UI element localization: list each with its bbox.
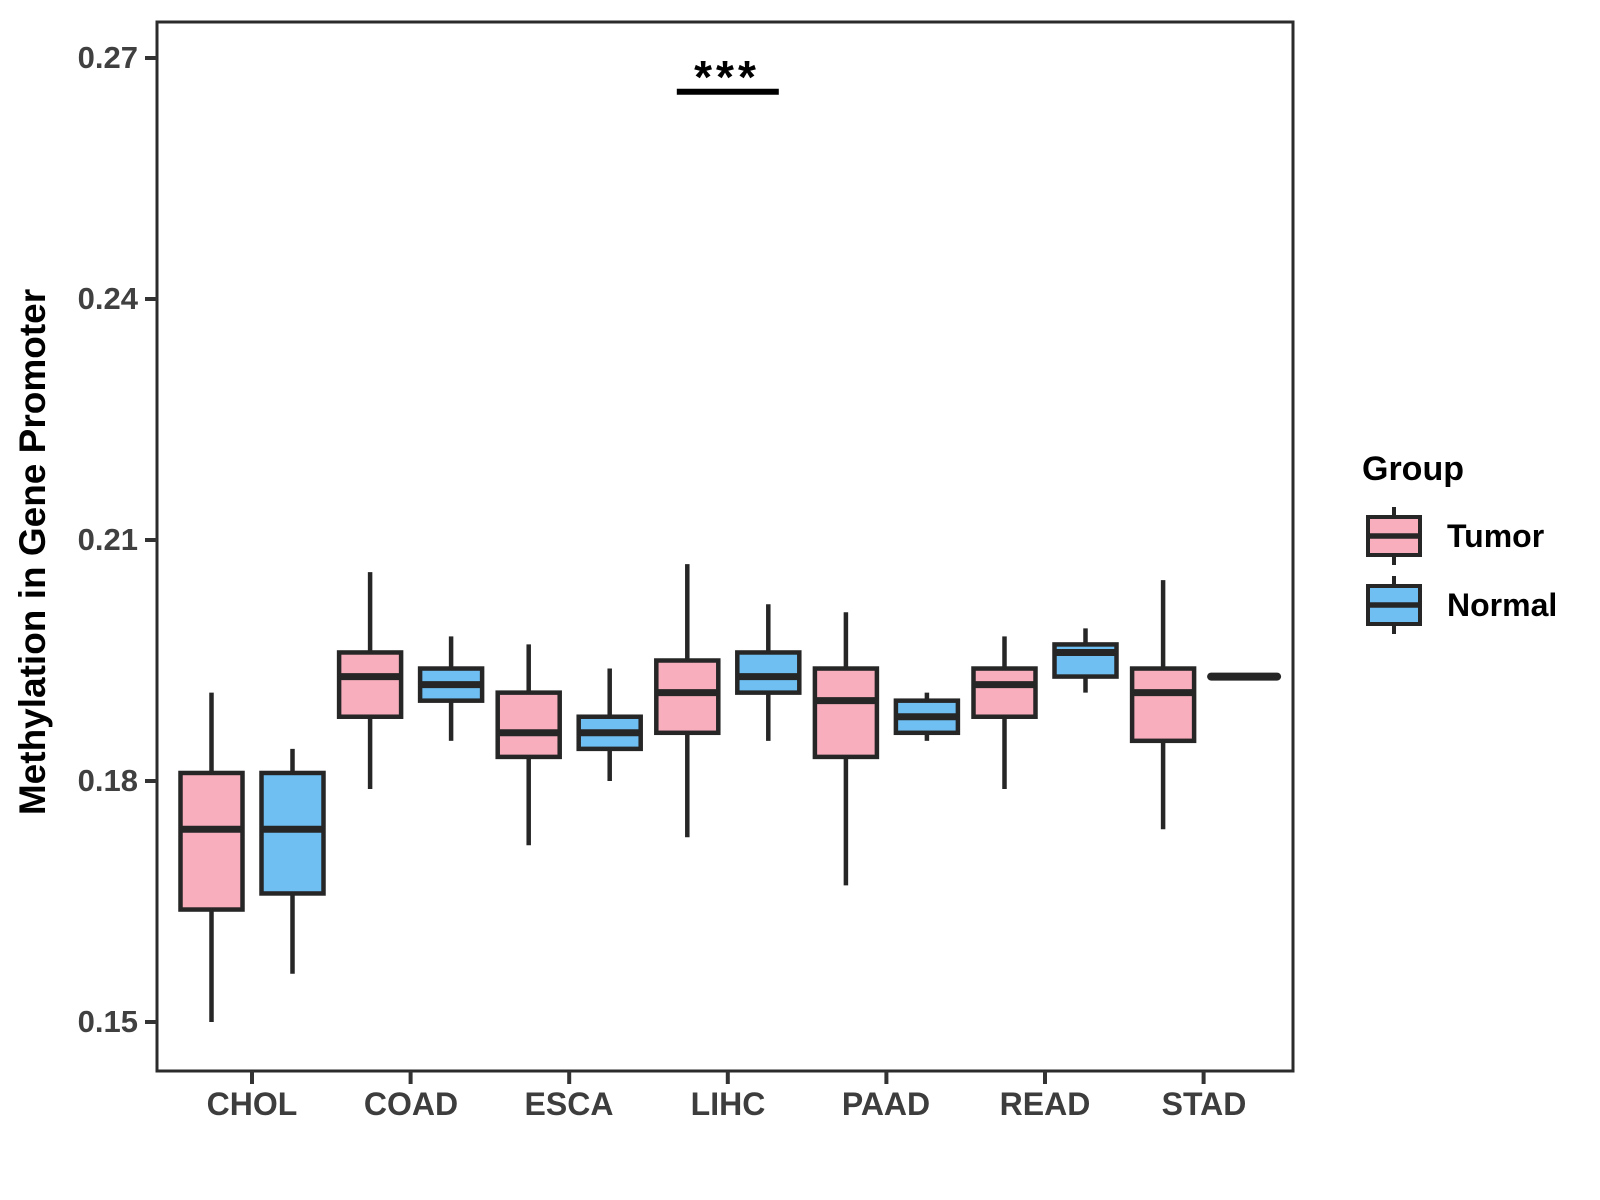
iqr-box [259, 770, 326, 896]
x-tick-label-esca: ESCA [524, 1086, 614, 1122]
box-normal-chol [259, 748, 326, 974]
panel-border [155, 20, 1295, 1073]
box-tumor-stad [1129, 580, 1197, 830]
box-tumor-coad [336, 572, 404, 790]
x-tick-label-chol: CHOL [206, 1086, 298, 1122]
x-tick-label-lihc: LIHC [690, 1086, 766, 1122]
box-tumor-read [971, 636, 1038, 790]
iqr-box [336, 650, 404, 719]
x-tick-label-stad: STAD [1161, 1086, 1247, 1122]
iqr-box [735, 650, 802, 695]
box-normal-coad [417, 636, 485, 741]
box-tumor-paad [812, 612, 880, 886]
x-tick-label-coad: COAD [363, 1086, 459, 1122]
y-tick-label-015: 0.15 [77, 1004, 138, 1039]
box-tumor-lihc [654, 564, 721, 838]
box-normal-read [1052, 628, 1119, 693]
x-tick-label-paad: PAAD [841, 1086, 931, 1122]
iqr-box [812, 666, 880, 760]
box-tumor-chol [178, 692, 245, 1022]
y-tick-label-027: 0.27 [77, 40, 138, 75]
iqr-box [178, 770, 245, 912]
iqr-box [1129, 666, 1197, 744]
iqr-box [654, 658, 721, 736]
box-normal-paad [893, 692, 961, 741]
y-tick-label-021: 0.21 [77, 522, 138, 557]
iqr-box [971, 666, 1038, 719]
legend-key-normal [1366, 576, 1422, 634]
legend-label-tumor: Tumor [1447, 518, 1545, 554]
iqr-box [495, 690, 562, 760]
box-normal-lihc [735, 604, 802, 741]
legend-label-normal: Normal [1447, 587, 1558, 623]
box-tumor-esca [495, 644, 562, 846]
legend-key-tumor [1366, 507, 1422, 565]
legend-title: Group [1362, 450, 1464, 488]
y-tick-label-024: 0.24 [77, 281, 138, 316]
x-tick-label-read: READ [999, 1086, 1091, 1122]
box-normal-esca [576, 668, 643, 782]
significance-stars: *** [694, 51, 760, 103]
y-tick-label-018: 0.18 [77, 763, 138, 798]
